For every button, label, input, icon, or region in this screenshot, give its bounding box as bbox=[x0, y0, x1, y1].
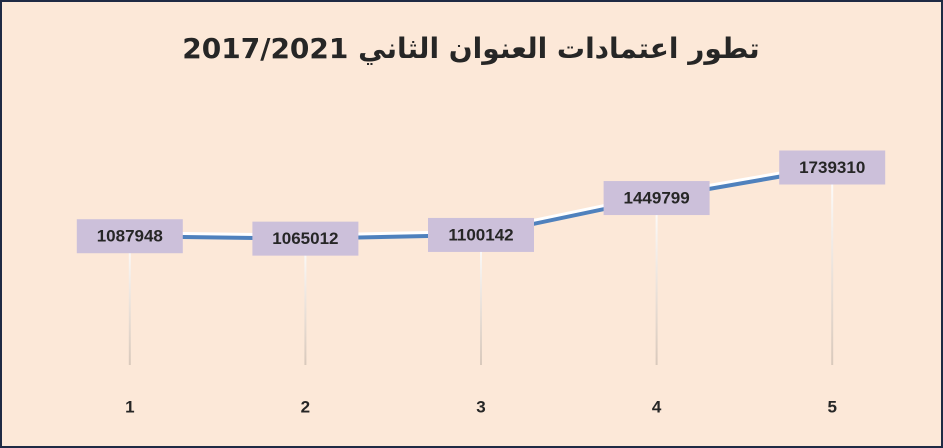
drop-line bbox=[480, 234, 482, 365]
data-label-box bbox=[76, 219, 183, 254]
data-label-box bbox=[252, 221, 359, 256]
data-label: 1739310 bbox=[799, 158, 865, 177]
x-tick-label: 5 bbox=[827, 397, 836, 416]
data-label-box bbox=[428, 217, 534, 252]
data-label: 1065012 bbox=[272, 229, 338, 248]
drop-line bbox=[655, 198, 658, 365]
chart-title: تطور اعتمادات العنوان الثاني 2017/2021 bbox=[182, 32, 759, 65]
data-label-box bbox=[603, 181, 710, 216]
drop-line bbox=[128, 236, 131, 365]
x-tick-label: 4 bbox=[652, 397, 662, 416]
data-label: 1449799 bbox=[624, 189, 690, 208]
data-label: 1100142 bbox=[448, 225, 513, 244]
drop-line bbox=[831, 167, 834, 365]
data-label: 1087948 bbox=[97, 227, 163, 246]
x-tick-label: 2 bbox=[301, 397, 310, 416]
data-label-box bbox=[779, 150, 886, 185]
x-tick-label: 3 bbox=[476, 397, 485, 416]
x-tick-label: 1 bbox=[125, 397, 134, 416]
drop-line bbox=[304, 238, 307, 365]
